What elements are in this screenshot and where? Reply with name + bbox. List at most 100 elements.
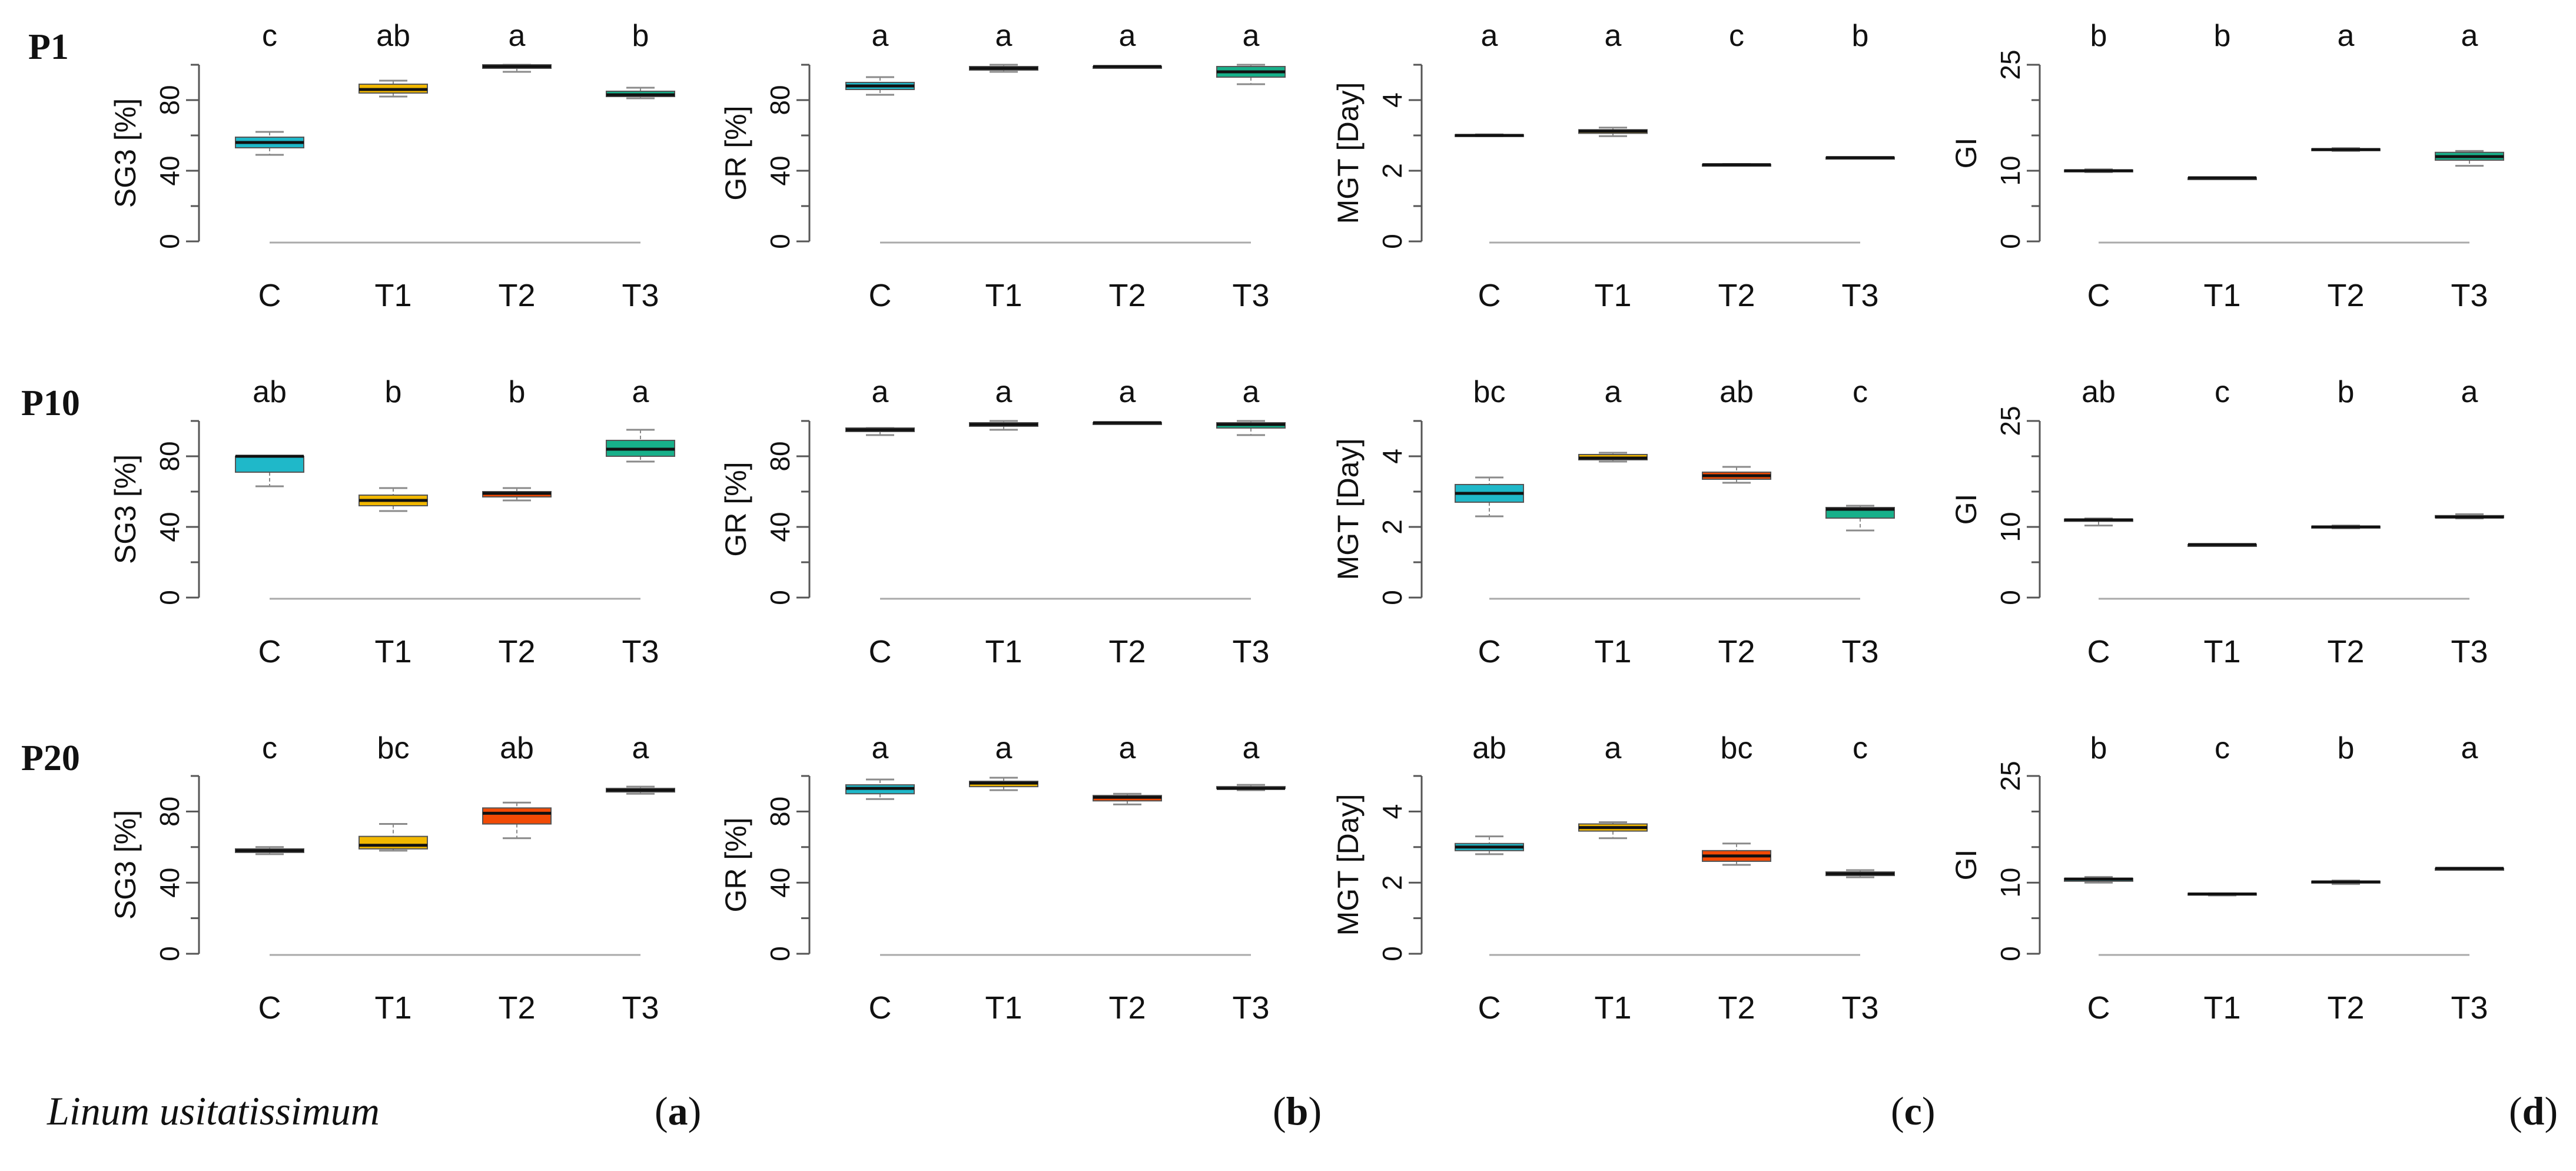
chart-p1-b: 0 40 80 GR [%] a Ca T1 a T2 a T3 bbox=[719, 19, 1286, 313]
category-label: T3 bbox=[622, 278, 659, 313]
y-tick-label: 80 bbox=[765, 797, 795, 827]
category-label: T3 bbox=[2451, 990, 2488, 1026]
y-tick-label: 0 bbox=[154, 590, 185, 605]
y-tick-label: 80 bbox=[154, 85, 185, 115]
significance-letter: a bbox=[1119, 375, 1136, 409]
significance-letter: c bbox=[262, 19, 277, 53]
category-label: T2 bbox=[1718, 990, 1755, 1026]
chart-p20-a: 0 40 80 SG3 [%] c Cbc T1 ab T2 a T3 bbox=[109, 731, 675, 1026]
y-tick-label: 40 bbox=[765, 512, 795, 542]
category-label: T2 bbox=[1108, 990, 1146, 1026]
category-label: C bbox=[1478, 278, 1501, 313]
category-label: T3 bbox=[1841, 278, 1878, 313]
y-axis-title: SG3 [%] bbox=[109, 455, 142, 564]
chart-p20-b: 0 40 80 GR [%] a Ca T1 a T2 a T3 bbox=[719, 731, 1286, 1026]
y-axis-title: MGT [Day] bbox=[1332, 82, 1365, 224]
y-tick-label: 2 bbox=[1377, 875, 1407, 890]
category-label: T1 bbox=[374, 278, 411, 313]
y-tick-label: 10 bbox=[1995, 868, 2026, 898]
category-label: T1 bbox=[985, 278, 1022, 313]
significance-letter: c bbox=[2215, 731, 2230, 765]
category-label: C bbox=[869, 278, 892, 313]
y-tick-label: 25 bbox=[1995, 49, 2026, 79]
y-axis-title: MGT [Day] bbox=[1332, 439, 1365, 580]
chart-p10-a: 0 40 80 SG3 [%] ab Cb T1 b T2 a T3 bbox=[109, 375, 675, 669]
panel-letter-b: b bbox=[1286, 1089, 1309, 1133]
panel-letter-d: d bbox=[2522, 1089, 2545, 1133]
category-label: C bbox=[2087, 634, 2110, 669]
significance-letter: ab bbox=[2082, 375, 2116, 409]
significance-letter: b bbox=[632, 19, 649, 53]
y-tick-label: 80 bbox=[765, 441, 795, 471]
y-axis-title: GI bbox=[1950, 494, 1983, 525]
significance-letter: a bbox=[995, 375, 1013, 409]
chart-p1-d: 0 10 25 GI b Cb T1 a T2 a T3 bbox=[1950, 19, 2504, 313]
significance-letter: ab bbox=[500, 731, 534, 765]
significance-letter: b bbox=[509, 375, 526, 409]
category-label: C bbox=[869, 990, 892, 1026]
y-tick-label: 40 bbox=[765, 868, 795, 898]
category-label: T3 bbox=[1232, 278, 1269, 313]
category-label: T2 bbox=[2327, 278, 2364, 313]
category-label: T2 bbox=[1718, 634, 1755, 669]
significance-letter: a bbox=[1605, 375, 1622, 409]
significance-letter: a bbox=[1243, 19, 1260, 53]
significance-letter: c bbox=[1853, 731, 1868, 765]
panel-label-b: (b) bbox=[1273, 1089, 1322, 1133]
y-tick-label: 2 bbox=[1377, 163, 1407, 178]
category-label: T2 bbox=[1108, 278, 1146, 313]
significance-letter: a bbox=[2461, 375, 2478, 409]
chart-p10-b: 0 40 80 GR [%] a Ca T1 a T2 a T3 bbox=[719, 375, 1286, 669]
species-caption: Linum usitatissimum bbox=[47, 1089, 380, 1133]
y-tick-label: 0 bbox=[765, 234, 795, 249]
y-tick-label: 40 bbox=[154, 868, 185, 898]
significance-letter: c bbox=[2215, 375, 2230, 409]
row-label-p10: P10 bbox=[21, 383, 80, 423]
category-label: T1 bbox=[2203, 634, 2240, 669]
significance-letter: a bbox=[1605, 19, 1622, 53]
y-tick-label: 10 bbox=[1995, 512, 2026, 542]
box-t2 bbox=[482, 807, 552, 825]
category-label: T1 bbox=[374, 990, 411, 1026]
y-axis-title: GR [%] bbox=[719, 817, 752, 912]
y-tick-label: 0 bbox=[1377, 234, 1407, 249]
y-tick-label: 25 bbox=[1995, 406, 2026, 436]
significance-letter: ab bbox=[376, 19, 410, 53]
category-label: T3 bbox=[1232, 990, 1269, 1026]
significance-letter: bc bbox=[1721, 731, 1753, 765]
category-label: T3 bbox=[1232, 634, 1269, 669]
significance-letter: b bbox=[2338, 375, 2355, 409]
category-label: C bbox=[869, 634, 892, 669]
category-label: T2 bbox=[1718, 278, 1755, 313]
y-tick-label: 0 bbox=[1377, 946, 1407, 961]
y-tick-label: 0 bbox=[154, 234, 185, 249]
category-label: T1 bbox=[985, 990, 1022, 1026]
significance-letter: b bbox=[2338, 731, 2355, 765]
category-label: T3 bbox=[622, 634, 659, 669]
panel-letter-c: c bbox=[1904, 1089, 1922, 1133]
category-label: T1 bbox=[2203, 278, 2240, 313]
y-tick-label: 0 bbox=[1995, 234, 2026, 249]
category-label: C bbox=[258, 634, 281, 669]
significance-letter: bc bbox=[377, 731, 410, 765]
chart-p10-d: 0 10 25 GI ab Cc T1 b T2 a T3 bbox=[1950, 375, 2504, 669]
significance-letter: c bbox=[1853, 375, 1868, 409]
category-label: T1 bbox=[2203, 990, 2240, 1026]
y-tick-label: 4 bbox=[1377, 449, 1407, 464]
y-tick-label: 0 bbox=[1995, 946, 2026, 961]
row-label-p1: P1 bbox=[28, 27, 69, 67]
y-tick-label: 0 bbox=[154, 946, 185, 961]
category-label: T2 bbox=[498, 278, 535, 313]
category-label: T3 bbox=[2451, 634, 2488, 669]
category-label: T2 bbox=[2327, 634, 2364, 669]
panel-label-c: (c) bbox=[1891, 1089, 1936, 1133]
panel-letter-a: a bbox=[668, 1089, 688, 1133]
y-tick-label: 0 bbox=[765, 590, 795, 605]
significance-letter: a bbox=[1605, 731, 1622, 765]
chart-p10-c: 0 2 4 MGT [Day] bc Ca T1 ab T2 c T3 bbox=[1332, 375, 1895, 669]
panel-label-a: (a) bbox=[655, 1089, 701, 1133]
significance-letter: a bbox=[632, 731, 649, 765]
category-label: C bbox=[1478, 634, 1501, 669]
significance-letter: a bbox=[2461, 731, 2478, 765]
